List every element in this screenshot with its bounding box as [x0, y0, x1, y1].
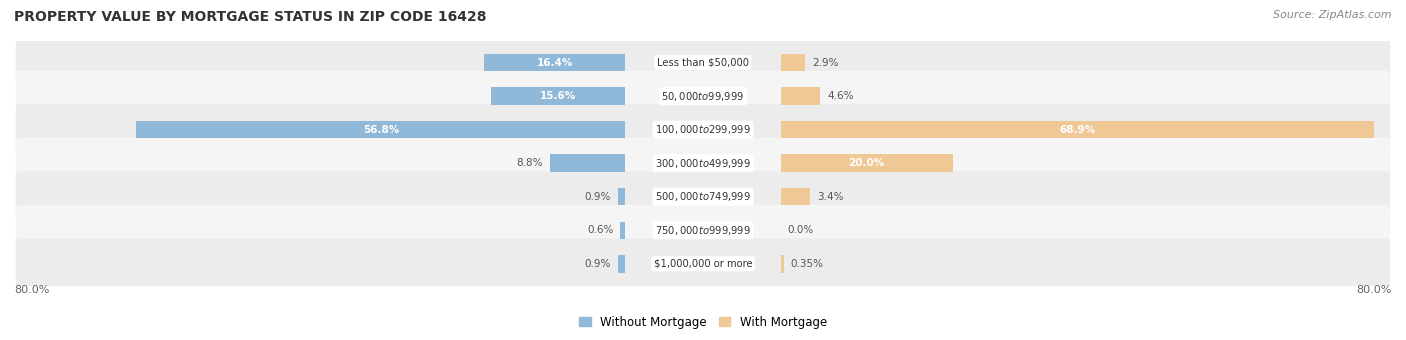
Bar [780, 87, 820, 105]
FancyBboxPatch shape [15, 171, 1391, 222]
Text: 0.0%: 0.0% [787, 225, 814, 235]
FancyBboxPatch shape [15, 104, 1391, 155]
Bar [550, 154, 626, 172]
Bar [617, 255, 626, 273]
FancyBboxPatch shape [15, 205, 1391, 256]
Text: 15.6%: 15.6% [540, 91, 576, 101]
Text: $100,000 to $299,999: $100,000 to $299,999 [655, 123, 751, 136]
Text: $300,000 to $499,999: $300,000 to $499,999 [655, 157, 751, 170]
Text: $500,000 to $749,999: $500,000 to $749,999 [655, 190, 751, 203]
Text: 0.9%: 0.9% [585, 192, 610, 202]
Text: 3.4%: 3.4% [817, 192, 844, 202]
Bar [780, 121, 1374, 138]
FancyBboxPatch shape [15, 71, 1391, 122]
Text: Source: ZipAtlas.com: Source: ZipAtlas.com [1274, 10, 1392, 20]
Text: 4.6%: 4.6% [827, 91, 853, 101]
Bar [136, 121, 626, 138]
Bar [620, 222, 626, 239]
Bar [484, 54, 626, 71]
Bar [780, 54, 806, 71]
FancyBboxPatch shape [15, 238, 1391, 289]
Text: 8.8%: 8.8% [516, 158, 543, 168]
Text: $750,000 to $999,999: $750,000 to $999,999 [655, 224, 751, 237]
Bar [780, 188, 810, 205]
Text: 68.9%: 68.9% [1059, 125, 1095, 135]
Text: 0.6%: 0.6% [588, 225, 613, 235]
Text: 56.8%: 56.8% [363, 125, 399, 135]
Text: $1,000,000 or more: $1,000,000 or more [654, 259, 752, 269]
FancyBboxPatch shape [15, 138, 1391, 189]
Text: $50,000 to $99,999: $50,000 to $99,999 [661, 90, 745, 103]
Bar [780, 154, 953, 172]
Bar [617, 188, 626, 205]
Text: 0.9%: 0.9% [585, 259, 610, 269]
Text: Less than $50,000: Less than $50,000 [657, 57, 749, 68]
Text: 0.35%: 0.35% [790, 259, 824, 269]
Text: PROPERTY VALUE BY MORTGAGE STATUS IN ZIP CODE 16428: PROPERTY VALUE BY MORTGAGE STATUS IN ZIP… [14, 10, 486, 24]
Text: 20.0%: 20.0% [848, 158, 884, 168]
Legend: Without Mortgage, With Mortgage: Without Mortgage, With Mortgage [574, 311, 832, 334]
Text: 2.9%: 2.9% [813, 57, 839, 68]
Bar [491, 87, 626, 105]
Text: 80.0%: 80.0% [14, 285, 49, 294]
FancyBboxPatch shape [15, 37, 1391, 88]
Text: 16.4%: 16.4% [537, 57, 574, 68]
Text: 80.0%: 80.0% [1357, 285, 1392, 294]
Bar [780, 255, 783, 273]
